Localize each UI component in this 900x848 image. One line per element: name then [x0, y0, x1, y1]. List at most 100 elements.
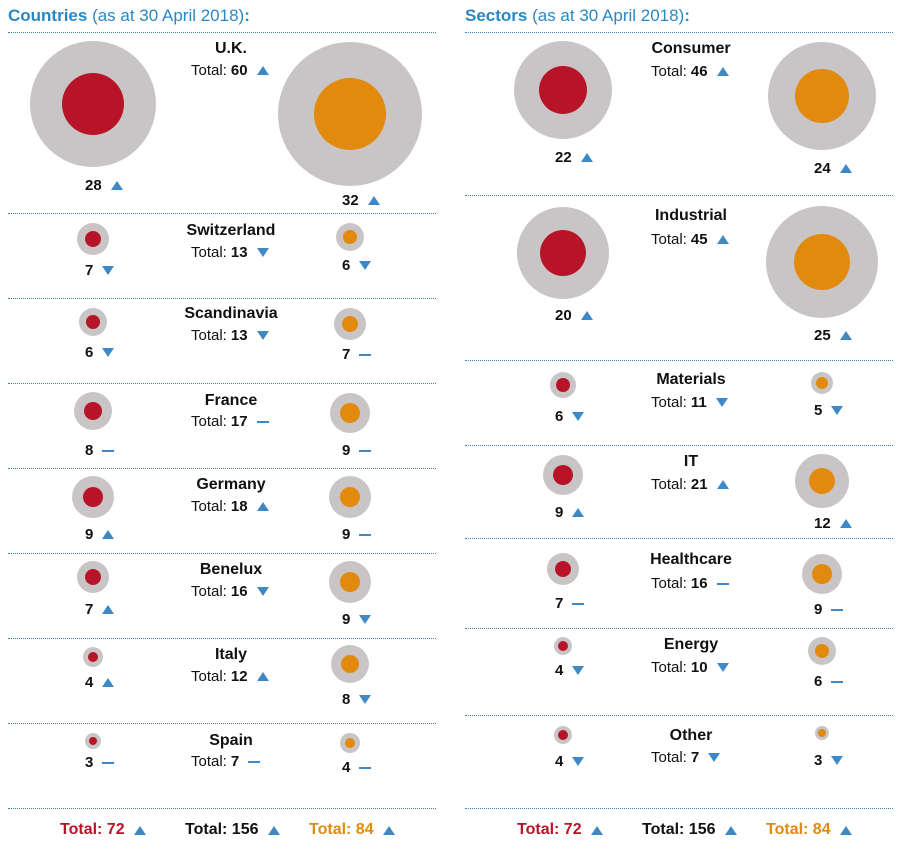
trend-up-icon — [267, 825, 280, 835]
switzerland-total: Total: 13 — [191, 244, 269, 261]
trend-flat-icon — [102, 449, 115, 452]
germany-total-label: Total: — [191, 498, 227, 515]
trend-down-icon — [572, 757, 585, 766]
countries-divider — [8, 32, 436, 33]
materials-orange-count-value: 5 — [814, 402, 823, 419]
trend-down-icon — [716, 663, 729, 672]
germany-red-count-value: 9 — [85, 526, 94, 543]
trend-down-icon — [102, 348, 115, 357]
benelux-red-count: 7 — [85, 601, 115, 618]
switzerland-red-count: 7 — [85, 262, 115, 279]
sectors-divider — [465, 808, 893, 809]
other-total-label: Total: — [651, 749, 687, 766]
italy-red-count-value: 4 — [85, 674, 94, 691]
industrial-red-count-value: 20 — [555, 307, 572, 324]
france-red-count: 8 — [85, 442, 115, 459]
industrial-orange-count-value: 25 — [814, 327, 831, 344]
other-total-value: 7 — [690, 749, 700, 766]
sectors-panel-title: Sectors (as at 30 April 2018): — [465, 6, 690, 26]
countries-divider — [8, 638, 436, 639]
trend-up-icon — [724, 825, 737, 835]
benelux-red-bubble — [85, 569, 101, 585]
germany-total-value: 18 — [230, 498, 248, 515]
u-k-red-count: 28 — [85, 177, 123, 194]
it-total-label: Total: — [651, 476, 687, 493]
u-k-total-label: Total: — [191, 62, 227, 79]
consumer-red-bubble — [539, 66, 587, 114]
materials-red-count: 6 — [555, 408, 585, 425]
countries-panel-title: Countries (as at 30 April 2018): — [8, 6, 250, 26]
benelux-category-name: Benelux — [199, 561, 263, 578]
trend-up-icon — [110, 181, 123, 190]
industrial-total: Total: 45 — [651, 231, 729, 248]
france-orange-count: 9 — [342, 442, 372, 459]
trend-down-icon — [256, 248, 269, 257]
u-k-orange-count-value: 32 — [342, 192, 359, 209]
sectors-grand-total-label: Total: 156 — [642, 821, 716, 838]
trend-down-icon — [102, 266, 115, 275]
trend-up-icon — [256, 66, 269, 75]
countries-divider — [8, 553, 436, 554]
materials-red-count-value: 6 — [555, 408, 564, 425]
spain-total: Total: 7 — [191, 753, 261, 770]
scandinavia-orange-count: 7 — [342, 346, 372, 363]
switzerland-orange-bubble — [343, 230, 357, 244]
italy-total-label: Total: — [191, 668, 227, 685]
industrial-orange-bubble — [794, 234, 850, 290]
other-red-bubble — [558, 730, 568, 740]
benelux-orange-count: 9 — [342, 611, 372, 628]
countries-divider — [8, 468, 436, 469]
trend-down-icon — [359, 261, 372, 270]
scandinavia-total: Total: 13 — [191, 327, 269, 344]
italy-orange-count: 8 — [342, 691, 372, 708]
sectors-grand-total-3: Total: 84 — [766, 821, 852, 839]
other-orange-bubble — [818, 729, 826, 737]
trend-down-icon — [831, 406, 844, 415]
italy-orange-count-value: 8 — [342, 691, 351, 708]
spain-total-label: Total: — [191, 753, 227, 770]
switzerland-total-label: Total: — [191, 244, 227, 261]
energy-orange-bubble — [815, 644, 829, 658]
trend-up-icon — [590, 825, 603, 835]
energy-orange-count-value: 6 — [814, 673, 823, 690]
trend-down-icon — [256, 587, 269, 596]
industrial-orange-count: 25 — [814, 327, 852, 344]
it-orange-count-value: 12 — [814, 515, 831, 532]
countries-grand-total-2: Total: 156 — [185, 821, 280, 839]
germany-orange-count: 9 — [342, 526, 372, 543]
healthcare-category-name: Healthcare — [650, 551, 732, 568]
trend-flat-icon — [831, 680, 844, 683]
trend-down-icon — [708, 753, 721, 762]
italy-total: Total: 12 — [191, 668, 269, 685]
trend-flat-icon — [359, 449, 372, 452]
countries-divider — [8, 298, 436, 299]
spain-red-bubble — [89, 737, 97, 745]
trend-down-icon — [831, 756, 844, 765]
healthcare-orange-bubble — [812, 564, 832, 584]
energy-total-value: 10 — [690, 659, 708, 676]
u-k-red-count-value: 28 — [85, 177, 102, 194]
trend-flat-icon — [831, 608, 844, 611]
trend-up-icon — [839, 164, 852, 173]
other-red-count-value: 4 — [555, 753, 564, 770]
it-red-count: 9 — [555, 504, 585, 521]
italy-orange-bubble — [341, 655, 359, 673]
countries-divider — [8, 808, 436, 809]
trend-up-icon — [256, 502, 269, 511]
healthcare-red-bubble — [555, 561, 571, 577]
sectors-grand-total-label: Total: 72 — [517, 821, 582, 838]
italy-red-bubble — [88, 652, 98, 662]
germany-red-bubble — [83, 487, 103, 507]
it-total: Total: 21 — [651, 476, 729, 493]
trend-up-icon — [716, 480, 729, 489]
sectors-divider — [465, 715, 893, 716]
switzerland-orange-count: 6 — [342, 257, 372, 274]
it-category-name: IT — [683, 453, 699, 470]
materials-total-label: Total: — [651, 394, 687, 411]
industrial-total-value: 45 — [690, 231, 708, 248]
consumer-orange-bubble — [795, 69, 849, 123]
energy-orange-count: 6 — [814, 673, 844, 690]
energy-total: Total: 10 — [651, 659, 729, 676]
sectors-grand-total-label: Total: 84 — [766, 821, 831, 838]
it-total-value: 21 — [690, 476, 708, 493]
